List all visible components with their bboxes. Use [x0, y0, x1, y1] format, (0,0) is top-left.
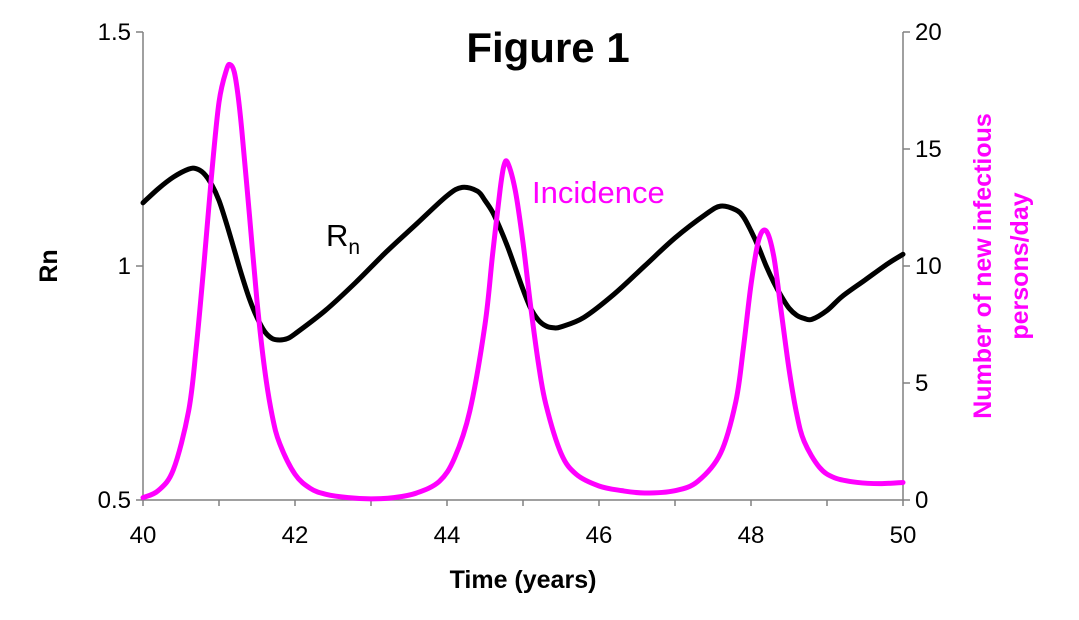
- tick-labels: 40 42 44 46 48 50 0.5 1 1.5 0 5 10 15 20: [98, 19, 942, 549]
- series-label-rn-sub: n: [348, 236, 360, 259]
- right-y-axis-title-line2: persons/day: [1006, 192, 1034, 339]
- right-y-tick-label: 20: [915, 19, 942, 46]
- x-tick-label: 50: [890, 522, 917, 549]
- left-y-tick-label: 1.5: [98, 19, 131, 46]
- x-tick-label: 42: [282, 522, 309, 549]
- series-label-rn-main: R: [326, 218, 348, 253]
- x-axis-title: Time (years): [450, 566, 597, 594]
- chart-title: Figure 1: [466, 24, 629, 71]
- x-tick-label: 48: [738, 522, 765, 549]
- right-y-tick-label: 0: [915, 487, 928, 514]
- x-tick-label: 46: [586, 522, 613, 549]
- right-y-axis-title-line1: Number of new infectious: [969, 113, 997, 419]
- right-y-tick-label: 15: [915, 136, 942, 163]
- x-tick-label: 40: [130, 522, 157, 549]
- x-tick-label: 44: [434, 522, 461, 549]
- series-label-rn: Rn: [326, 218, 360, 259]
- series-label-incidence: Incidence: [532, 175, 665, 210]
- left-y-tick-label: 0.5: [98, 487, 131, 514]
- tick-marks: [136, 31, 910, 506]
- left-y-axis-title: Rn: [35, 249, 63, 282]
- series-line-incidence: [140, 61, 906, 502]
- left-y-tick-label: 1: [118, 253, 131, 280]
- right-y-tick-label: 5: [915, 370, 928, 397]
- right-y-tick-label: 10: [915, 253, 942, 280]
